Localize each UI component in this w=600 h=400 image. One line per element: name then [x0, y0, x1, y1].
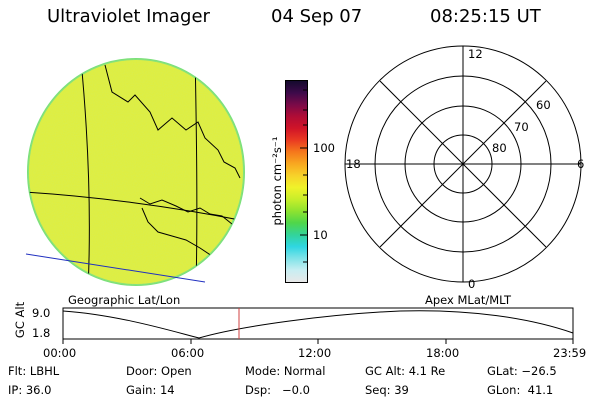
x-tick-2359: 23:59 [553, 346, 587, 360]
mlt-label-6: 6 [577, 157, 585, 171]
coastline [104, 64, 241, 179]
x-tick-0600: 06:00 [171, 346, 205, 360]
colorbar-tick-100: 100 [313, 141, 335, 155]
mlt-label-18: 18 [346, 157, 361, 171]
glat-info: GLat: −26.5 [487, 364, 557, 378]
polar-label: Apex MLat/MLT [425, 293, 512, 307]
date-label: 04 Sep 07 [271, 6, 363, 27]
lat-label-80: 80 [492, 141, 507, 155]
gain-info: Gain: 14 [126, 383, 175, 397]
x-tick-0000: 00:00 [43, 346, 77, 360]
altitude-ymax: 9.0 [32, 306, 51, 320]
glon-info: GLon: 41.1 [487, 383, 554, 397]
x-tick-1800: 18:00 [426, 346, 460, 360]
altitude-ymin: 1.8 [32, 326, 51, 340]
lat-label-60: 60 [536, 98, 551, 112]
dsp-info: Dsp: −0.0 [245, 383, 310, 397]
time-label: 08:25:15 UT [430, 6, 541, 27]
filter-info: Flt: LBHL [8, 364, 60, 378]
instrument-title: Ultraviolet Imager [47, 6, 210, 27]
colorbar-tick-10: 10 [313, 228, 328, 242]
colorbar [285, 80, 308, 283]
mlt-label-12: 12 [468, 47, 483, 61]
x-tick-1200: 12:00 [298, 346, 332, 360]
lat-label-70: 70 [514, 120, 529, 134]
door-info: Door: Open [126, 364, 192, 378]
seq-info: Seq: 39 [365, 383, 409, 397]
altitude-ylabel: GC Alt [13, 301, 27, 339]
altitude-curve [62, 310, 574, 339]
ip-info: IP: 36.0 [8, 383, 52, 397]
latitude-line [28, 191, 244, 223]
gc-alt-info: GC Alt: 4.1 Re [365, 364, 446, 378]
mode-info: Mode: Normal [245, 364, 326, 378]
mlt-label-0: 0 [468, 277, 476, 291]
geographic-label: Geographic Lat/Lon [68, 293, 181, 307]
equator-line [25, 253, 206, 283]
